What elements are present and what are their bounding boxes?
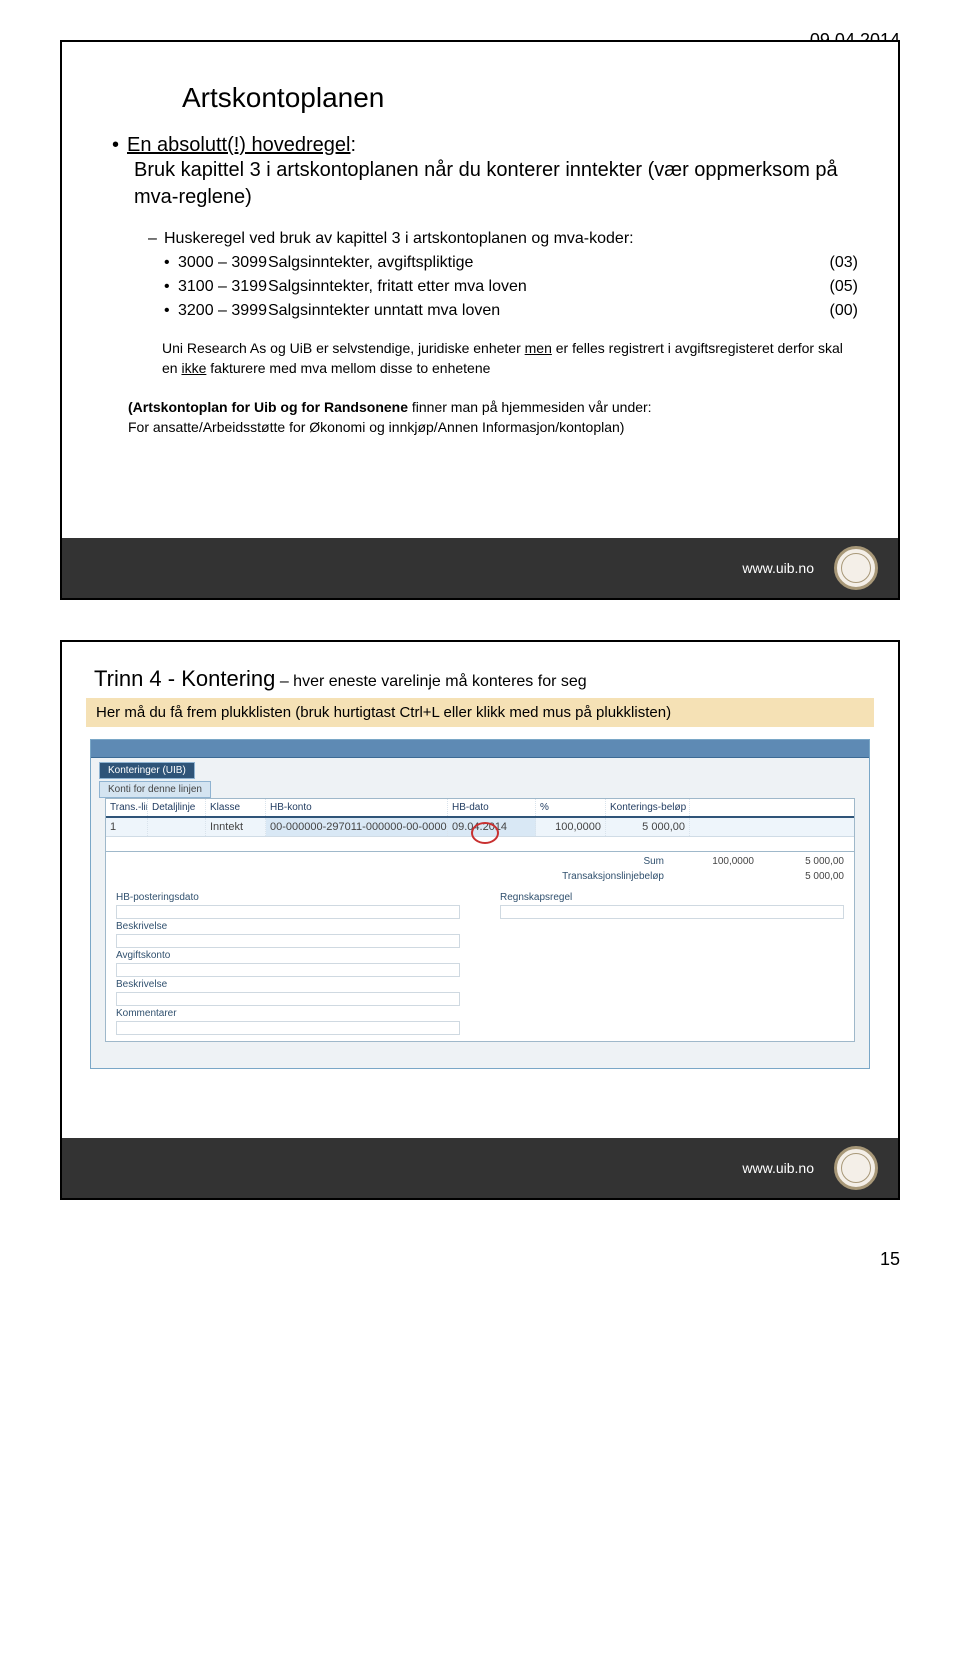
sub-bullets: – Huskeregel ved bruk av kapittel 3 i ar… bbox=[148, 227, 858, 437]
detail-label: HB-posteringsdato bbox=[116, 892, 460, 919]
bullet-dot: • bbox=[112, 134, 119, 156]
input-box[interactable] bbox=[116, 992, 460, 1006]
detail-label: Regnskapsregel bbox=[500, 892, 844, 919]
code-range: 3000 – 3099 bbox=[178, 251, 268, 275]
code-range: 3200 – 3999 bbox=[178, 299, 268, 323]
footer-url: www.uib.no bbox=[742, 560, 814, 576]
slide-footer: www.uib.no bbox=[62, 538, 898, 598]
input-box[interactable] bbox=[500, 905, 844, 919]
sub-intro: Huskeregel ved bruk av kapittel 3 i arts… bbox=[164, 227, 634, 251]
detail-label: Kommentarer bbox=[116, 1008, 460, 1035]
mva-code: (03) bbox=[818, 251, 858, 275]
cell[interactable]: 00-000000-297011-000000-00-000000 bbox=[266, 818, 448, 836]
page: 09.04.2014 Artskontoplanen •En absolutt(… bbox=[0, 0, 960, 1300]
column-header[interactable]: Trans.-linje bbox=[106, 799, 148, 816]
note-block: Uni Research As og UiB er selvstendige, … bbox=[162, 339, 858, 378]
dash-icon: – bbox=[148, 227, 164, 251]
slide-footer: www.uib.no bbox=[62, 1138, 898, 1198]
panel-tab[interactable]: Konti for denne linjen bbox=[99, 781, 211, 798]
column-header[interactable]: Konterings-beløp bbox=[606, 799, 690, 816]
cell[interactable]: Inntekt bbox=[206, 818, 266, 836]
code-desc: Salgsinntekter, avgiftspliktige bbox=[268, 251, 818, 275]
sum-row: Transaksjonslinjebeløp5 000,00 bbox=[116, 871, 844, 882]
main-label: En absolutt(!) hovedregel bbox=[127, 134, 350, 156]
slide2-title: Trinn 4 - Kontering – hver eneste vareli… bbox=[94, 666, 874, 692]
para2: (Artskontoplan for Uib og for Randsonene… bbox=[128, 398, 858, 437]
column-header[interactable]: % bbox=[536, 799, 606, 816]
cell[interactable]: 5 000,00 bbox=[606, 818, 690, 836]
footer-url: www.uib.no bbox=[742, 1160, 814, 1176]
sum-row: Sum100,00005 000,00 bbox=[116, 856, 844, 867]
window-tab[interactable]: Konteringer (UIB) bbox=[99, 762, 195, 779]
uib-seal-icon bbox=[834, 1146, 878, 1190]
bullet-dot: • bbox=[164, 251, 178, 275]
bullet-dot: • bbox=[164, 299, 178, 323]
code-row: • 3000 – 3099 Salgsinntekter, avgiftspli… bbox=[164, 251, 858, 275]
app-screenshot: Konteringer (UIB) Konti for denne linjen… bbox=[90, 739, 870, 1069]
input-box[interactable] bbox=[116, 934, 460, 948]
slide1-title: Artskontoplanen bbox=[182, 82, 858, 114]
sub-intro-row: – Huskeregel ved bruk av kapittel 3 i ar… bbox=[148, 227, 858, 251]
column-header[interactable]: HB-konto bbox=[266, 799, 448, 816]
code-range: 3100 – 3199 bbox=[178, 275, 268, 299]
bullet-dot: • bbox=[164, 275, 178, 299]
mva-code: (00) bbox=[818, 299, 858, 323]
page-number: 15 bbox=[880, 1249, 900, 1270]
detail-label: Avgiftskonto bbox=[116, 950, 460, 977]
grid-footer: Sum100,00005 000,00 Transaksjonslinjebelø… bbox=[106, 851, 854, 1041]
code-row: • 3100 – 3199 Salgsinntekter, fritatt et… bbox=[164, 275, 858, 299]
main-bullet: •En absolutt(!) hovedregel: bbox=[112, 134, 858, 157]
input-box[interactable] bbox=[116, 1021, 460, 1035]
cell[interactable]: 1 bbox=[106, 818, 148, 836]
code-desc: Salgsinntekter unntatt mva loven bbox=[268, 299, 818, 323]
main-desc: Bruk kapittel 3 i artskontoplanen når du… bbox=[134, 157, 858, 211]
table-header: Trans.-linjeDetaljlinjeKlasseHB-kontoHB-… bbox=[106, 799, 854, 818]
code-desc: Salgsinntekter, fritatt etter mva loven bbox=[268, 275, 818, 299]
para3: For ansatte/Arbeidsstøtte for Økonomi og… bbox=[128, 418, 858, 438]
detail-label: Beskrivelse bbox=[116, 979, 460, 1006]
uib-seal-icon bbox=[834, 546, 878, 590]
column-header[interactable]: Detaljlinje bbox=[148, 799, 206, 816]
column-header[interactable]: Klasse bbox=[206, 799, 266, 816]
highlight-circle-icon bbox=[471, 822, 499, 844]
instruction-highlight: Her må du få frem plukklisten (bruk hurt… bbox=[86, 698, 874, 727]
cell[interactable]: 100,0000 bbox=[536, 818, 606, 836]
para2-bold: (Artskontoplan for Uib og for Randsonene bbox=[128, 399, 412, 415]
input-box[interactable] bbox=[116, 963, 460, 977]
window-titlebar bbox=[91, 740, 869, 758]
input-box[interactable] bbox=[116, 905, 460, 919]
detail-label: Beskrivelse bbox=[116, 921, 460, 948]
cell[interactable] bbox=[148, 818, 206, 836]
column-header[interactable]: HB-dato bbox=[448, 799, 536, 816]
slide-artskontoplanen: Artskontoplanen • En absolutt(!) hovedreg… bbox=[60, 40, 900, 600]
detail-labels: HB-posteringsdatoBeskrivelseAvgiftskonto… bbox=[116, 886, 844, 1037]
mva-code: (05) bbox=[818, 275, 858, 299]
slide-kontering: Trinn 4 - Kontering – hver eneste vareli… bbox=[60, 640, 900, 1200]
code-row: • 3200 – 3999 Salgsinntekter unntatt mva… bbox=[164, 299, 858, 323]
